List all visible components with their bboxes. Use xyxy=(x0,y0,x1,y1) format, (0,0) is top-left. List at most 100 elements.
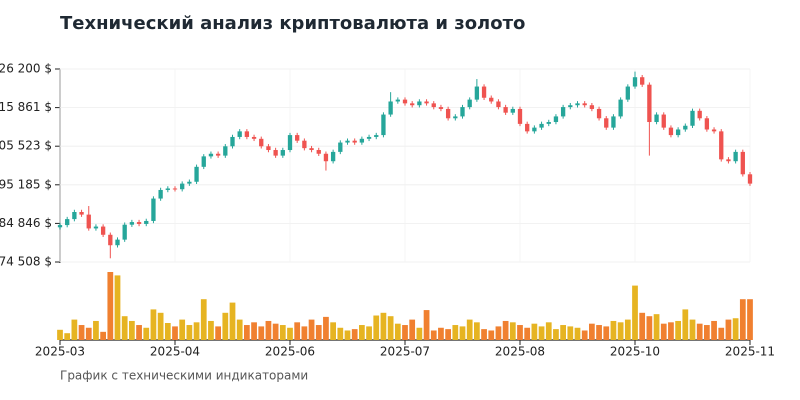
volume-bar xyxy=(373,315,380,340)
volume-bar xyxy=(495,326,502,340)
candle-body xyxy=(345,140,350,143)
volume-bar xyxy=(107,272,114,340)
candle-body xyxy=(295,135,300,141)
candle-body xyxy=(259,138,264,147)
x-tick-label: 2025-08 xyxy=(495,345,545,359)
candle-body xyxy=(208,153,214,157)
volume-bar xyxy=(251,322,257,340)
y-tick-label: 95 185 $ xyxy=(0,177,52,191)
candle-body xyxy=(604,118,609,128)
candle-body xyxy=(654,114,659,123)
chart-title: Технический анализ криптовалюта и золото xyxy=(60,13,525,34)
volume-bar xyxy=(157,312,164,340)
volume-bar xyxy=(236,319,243,340)
y-tick-label: 126 200 $ xyxy=(0,62,52,76)
volume-bar xyxy=(164,323,171,340)
volume-bar xyxy=(258,326,265,340)
candle-body xyxy=(194,166,199,182)
candle-body xyxy=(496,101,501,108)
volume-bar xyxy=(732,318,739,340)
volume-bar xyxy=(351,329,358,340)
volume-bar xyxy=(711,320,717,340)
volume-bar xyxy=(474,322,480,340)
candle-body xyxy=(747,174,753,184)
volume-bar xyxy=(129,320,135,340)
volume-bar xyxy=(696,323,703,340)
volume-bar xyxy=(538,326,545,340)
volume-bar xyxy=(416,327,423,340)
candle-body xyxy=(697,110,702,119)
candle-body xyxy=(632,77,638,87)
volume-bar xyxy=(85,327,92,340)
candle-body xyxy=(647,84,652,123)
candle-body xyxy=(100,226,106,235)
candle-body xyxy=(560,107,566,117)
volume-bar xyxy=(387,316,394,340)
volume-bar xyxy=(653,314,660,340)
candle-body xyxy=(323,153,329,162)
candle-body xyxy=(704,118,710,130)
candle-body xyxy=(65,219,70,226)
volume-bar xyxy=(639,312,646,340)
volume-bar xyxy=(215,326,221,340)
candle-body xyxy=(683,125,688,130)
y-tick-label: 84 846 $ xyxy=(0,216,52,230)
volume-bar xyxy=(114,275,121,340)
candle-body xyxy=(86,214,91,229)
volume-bar xyxy=(502,320,509,340)
x-tick-label: 2025-06 xyxy=(265,345,315,359)
candle-body xyxy=(568,105,573,108)
volume-bar xyxy=(337,327,344,340)
candle-body xyxy=(93,226,99,229)
candle-body xyxy=(719,131,724,160)
volume-bar xyxy=(574,327,581,340)
volume-bar xyxy=(93,320,99,340)
candle-body xyxy=(187,181,192,184)
volume-bar xyxy=(136,325,142,340)
candle-body xyxy=(489,97,494,102)
candle-body xyxy=(525,123,530,132)
volume-bar xyxy=(308,319,315,340)
volume-bar xyxy=(71,319,78,340)
volume-bar xyxy=(402,325,408,340)
chart-subtitle: График с техническими индикаторами xyxy=(60,369,308,383)
volume-bar xyxy=(179,319,186,340)
volume-bar xyxy=(689,319,696,340)
volume-bar xyxy=(603,326,610,340)
volume-bar xyxy=(682,309,689,340)
volume-bar xyxy=(452,325,459,340)
volume-bar xyxy=(315,325,322,340)
candle-body xyxy=(172,188,178,190)
volume-bar xyxy=(287,327,293,340)
candle-body xyxy=(618,99,623,117)
volume-bar xyxy=(222,312,229,340)
candle-body xyxy=(474,86,480,100)
volume-bar xyxy=(718,327,725,340)
volume-bar xyxy=(660,323,667,340)
candle-body xyxy=(453,116,458,119)
candle-body xyxy=(582,103,587,106)
candle-body xyxy=(402,99,408,104)
candle-body xyxy=(381,114,386,136)
volume-bar xyxy=(646,316,653,340)
volume-bar xyxy=(488,330,495,340)
candle-body xyxy=(57,225,63,228)
volume-bar xyxy=(610,320,617,340)
candle-body xyxy=(374,135,379,137)
volume-bar xyxy=(409,319,416,340)
volume-bar xyxy=(459,326,466,340)
volume-bar xyxy=(279,325,286,340)
candle-body xyxy=(129,222,135,225)
candle-body xyxy=(108,234,113,246)
candle-body xyxy=(122,224,127,240)
candle-body xyxy=(273,150,278,156)
candle-body xyxy=(553,116,559,123)
volume-bar xyxy=(57,329,63,340)
candle-body xyxy=(733,151,738,162)
candle-body xyxy=(517,108,523,124)
candle-body xyxy=(366,136,372,139)
candle-body xyxy=(424,101,429,104)
volume-bar xyxy=(545,322,552,340)
volume-bar xyxy=(265,320,272,340)
